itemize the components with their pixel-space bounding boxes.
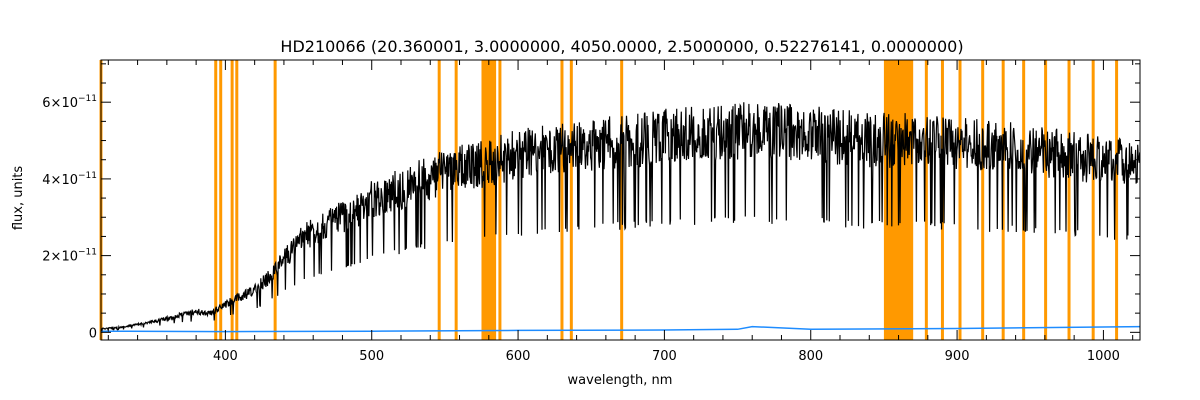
plot-frame bbox=[100, 59, 1141, 341]
y-axis-label: flux, units bbox=[11, 166, 26, 231]
x-tick-label: 800 bbox=[798, 349, 823, 364]
x-tick-label: 400 bbox=[213, 349, 238, 364]
error-series bbox=[100, 325, 1141, 333]
x-tick-label: 500 bbox=[359, 349, 384, 364]
x-axis-label: wavelength, nm bbox=[568, 373, 673, 388]
masked-regions bbox=[99, 60, 1119, 340]
x-tick-label: 1000 bbox=[1087, 349, 1120, 364]
x-tick-label: 900 bbox=[945, 349, 970, 364]
y-tick-label: 0 bbox=[89, 326, 97, 341]
y-tick-label: 6×10−11 bbox=[42, 94, 97, 111]
y-tick-label: 4×10−11 bbox=[42, 171, 97, 188]
error-line bbox=[100, 325, 1141, 333]
axes: 400 500 600 700 800 900 1000 0 2×10−11 4×10−11 6×1… bbox=[42, 60, 1140, 364]
x-tick-label: 700 bbox=[652, 349, 677, 364]
x-tick-label: 600 bbox=[506, 349, 531, 364]
masked-band bbox=[481, 60, 497, 340]
y-tick-label: 2×10−11 bbox=[42, 248, 97, 265]
flux-line bbox=[100, 102, 1141, 333]
chart-title: HD210066 (20.360001, 3.0000000, 4050.000… bbox=[280, 37, 963, 56]
flux-series bbox=[100, 102, 1141, 333]
